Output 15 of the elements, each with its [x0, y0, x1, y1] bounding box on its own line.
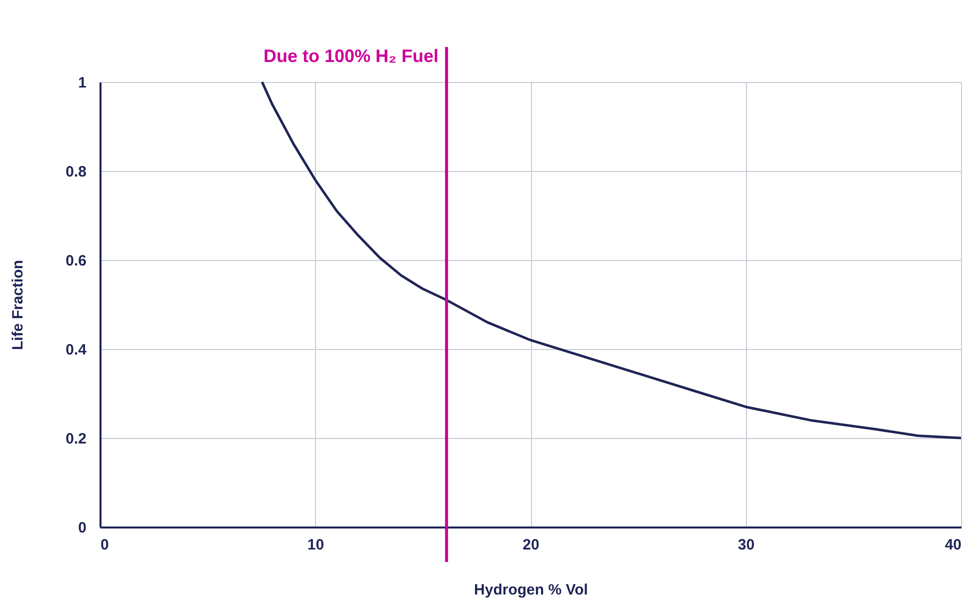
y-tick-label: 0 — [78, 520, 86, 536]
x-tick-label: 30 — [738, 536, 755, 554]
y-tick-label: 0.6 — [66, 252, 86, 270]
y-axis-title: Life Fraction — [10, 260, 27, 350]
y-tick-label: 0.4 — [66, 342, 88, 358]
ref-line-label: Due to 100% H₂ Fuel — [264, 46, 439, 66]
x-tick-label: 20 — [522, 536, 540, 554]
x-tick-label: 40 — [944, 536, 962, 554]
x-axis-title: Hydrogen % Vol — [474, 582, 588, 598]
x-tick-label: 10 — [307, 536, 324, 554]
y-tick-label: 0.8 — [66, 164, 86, 180]
x-tick-label: 0 — [100, 536, 109, 554]
line-series — [260, 80, 962, 440]
y-tick-label: 1 — [78, 74, 86, 92]
y-tick-label: 0.2 — [66, 430, 86, 448]
